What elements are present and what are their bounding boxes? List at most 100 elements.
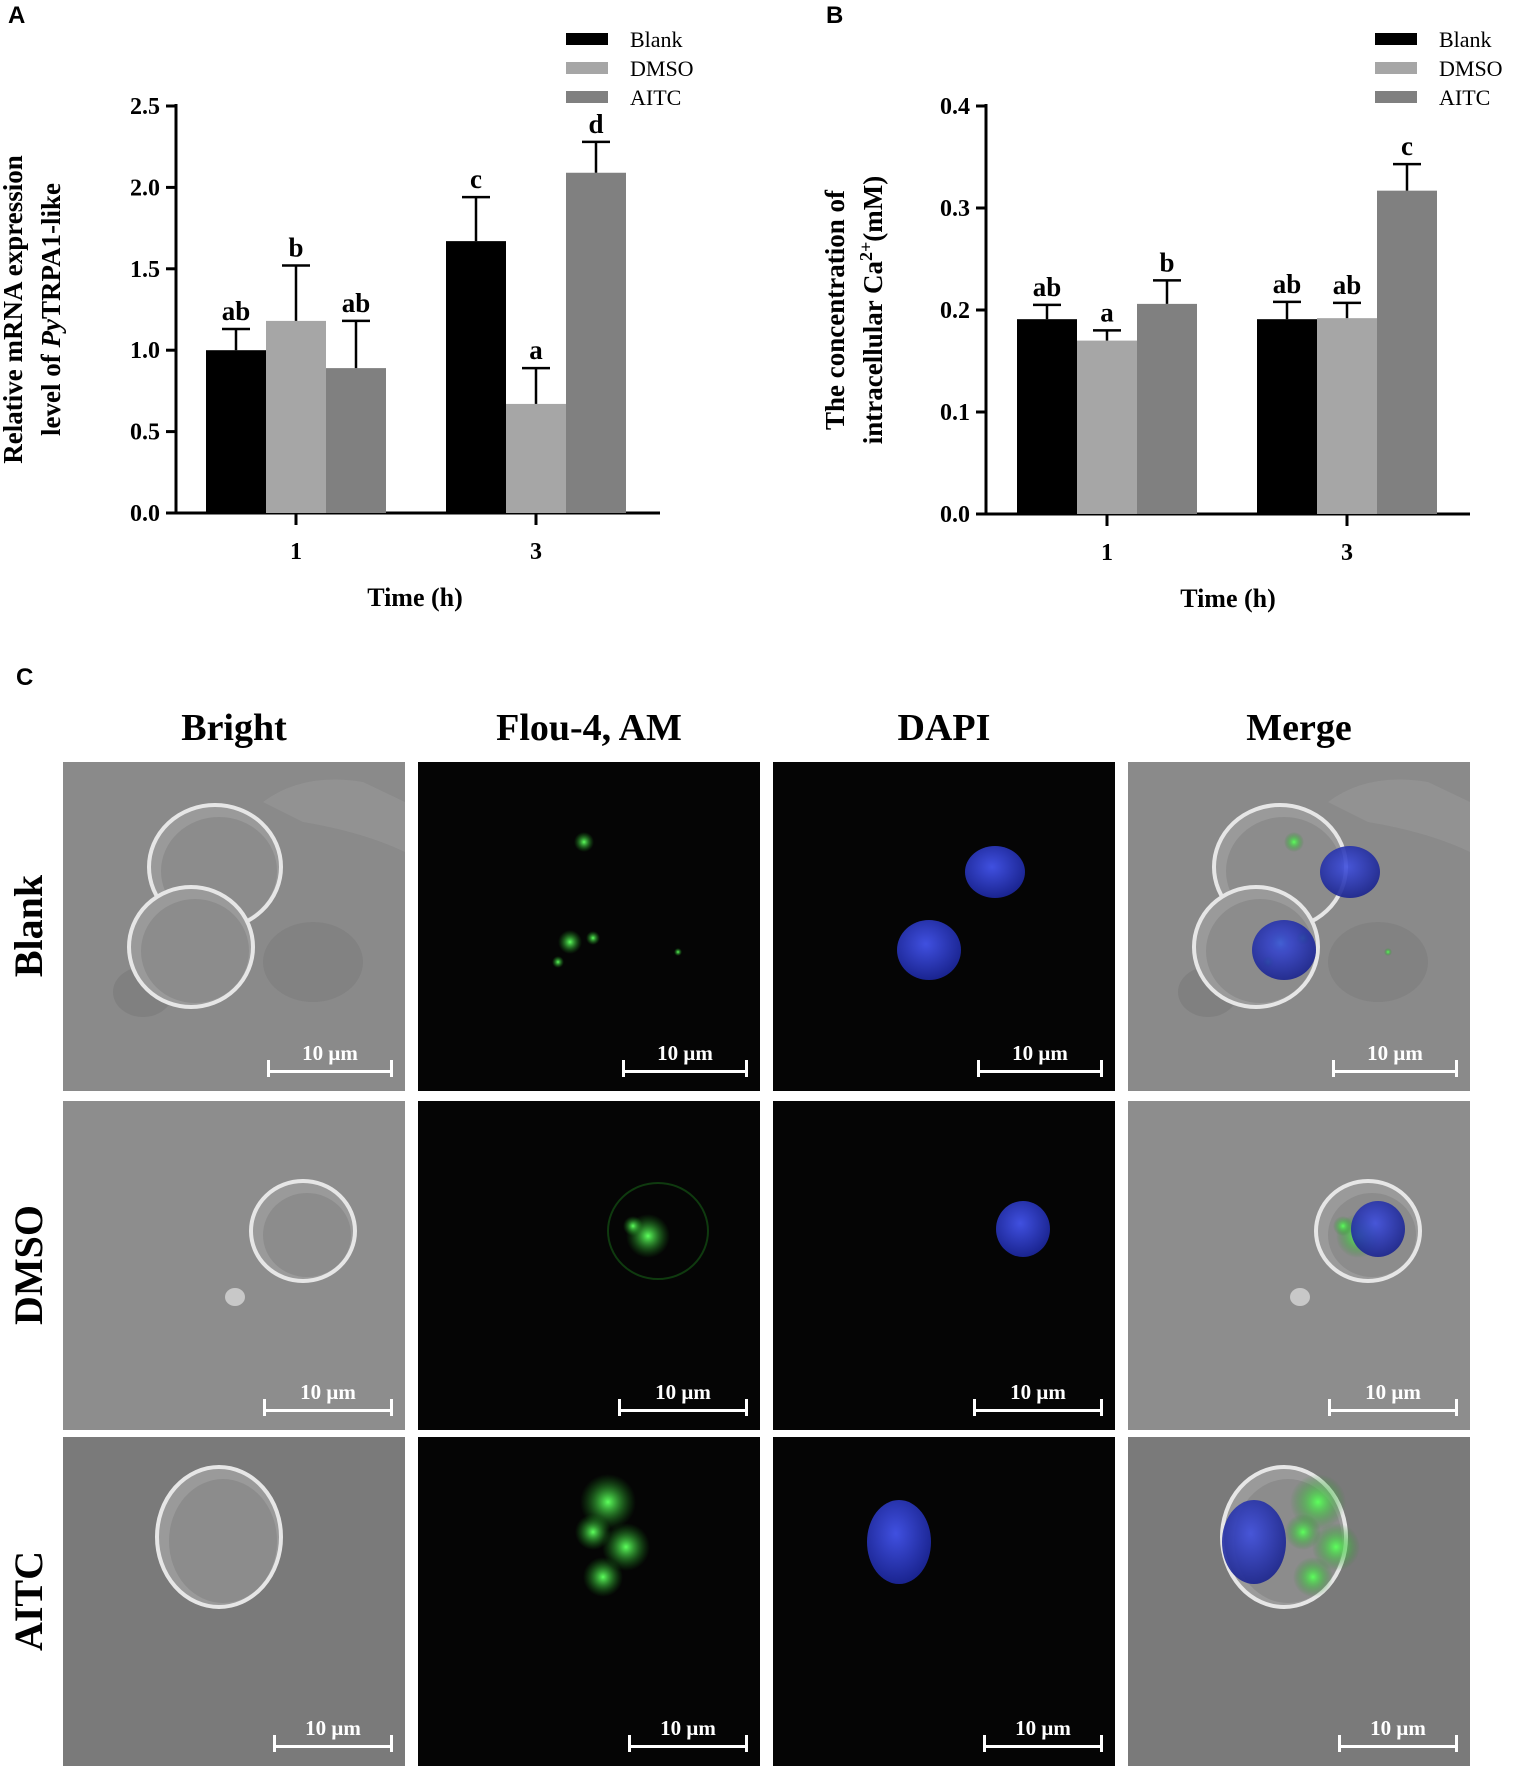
scale-bar-label: 10 μm [1010,1380,1066,1404]
scale-bar: 10 μm [263,1380,393,1416]
chart-a-legend-swatch-blank [566,33,608,45]
row-label-blank: Blank [6,874,51,978]
chart-b-bar-aitc-3 [1377,190,1437,514]
panel-letter-b: B [826,2,844,29]
chart-a-significance-letter: d [588,109,603,139]
chart-a-x-tick-label: 1 [290,539,302,565]
chart-b-y-axis-label-line2: intracellular Ca2+(mM) [856,176,888,444]
micrograph-blank-bright: 10 μm [63,762,405,1091]
chart-a-legend-label-dmso: DMSO [630,56,694,81]
chart-a-bar-dmso-1 [266,320,326,513]
chart-b-x-tick-label: 1 [1101,540,1113,566]
chart-a-bar-aitc-3 [566,172,626,514]
chart-a-bar-blank-3 [446,241,506,513]
chart-a-x-tick-label: 3 [530,539,542,565]
chart-a-x-axis-label: Time (h) [367,583,463,612]
chart-b-bar-aitc-1 [1137,303,1197,514]
scale-bar-label: 10 μm [657,1041,713,1065]
scale-bar: 10 μm [273,1716,393,1752]
micrograph-aitc-bright: 10 μm [63,1437,405,1766]
scale-bar: 10 μm [973,1380,1103,1416]
scale-bar-label: 10 μm [660,1716,716,1740]
micrograph-blank-dapi: 10 μm [773,762,1115,1091]
scale-bar-label: 10 μm [305,1716,361,1740]
chart-b-significance-letter: ab [1033,272,1062,302]
chart-a-significance-letter: c [470,164,482,194]
micrograph-dmso-bright: 10 μm [63,1101,405,1430]
chart-b-significance-letter: b [1159,247,1174,277]
chart-a-legend-swatch-aitc [566,91,608,103]
scale-bar-label: 10 μm [1012,1041,1068,1065]
chart-b-legend-label-aitc: AITC [1439,85,1490,110]
chart-a-significance-letter: b [288,233,303,263]
scale-bar-label: 10 μm [300,1380,356,1404]
chart-b-bar-blank-1 [1017,319,1077,514]
chart-b-y-axis-label-line1: The concentration of [820,189,850,430]
chart-b-bar-blank-3 [1257,319,1317,514]
column-header-dapi: DAPI [897,707,991,749]
scale-bar: 10 μm [1328,1380,1458,1416]
chart-b-y-tick-label: 0.3 [940,196,970,222]
chart-b-y-tick-label: 0.4 [940,94,970,120]
panel-letter-a: A [8,2,26,29]
scale-bar: 10 μm [1332,1041,1458,1077]
chart-a-significance-letter: ab [342,288,371,318]
scale-bar: 10 μm [267,1041,393,1077]
chart-a-y-tick-label: 1.5 [130,257,160,283]
chart-b-bar-dmso-1 [1077,340,1137,514]
scale-bar: 10 μm [977,1041,1103,1077]
chart-a-bar-aitc-1 [326,368,386,513]
scale-bar-label: 10 μm [302,1041,358,1065]
chart-a-y-tick-label: 1.0 [130,338,160,364]
scale-bar-label: 10 μm [655,1380,711,1404]
scale-bar: 10 μm [1338,1716,1458,1752]
panel-letter-c: C [16,664,34,691]
chart-a-y-tick-label: 0.5 [130,420,160,446]
chart-b-significance-letter: c [1401,131,1413,161]
column-header-bright: Bright [181,707,287,749]
column-header-merge: Merge [1246,707,1352,749]
scale-bar: 10 μm [628,1716,748,1752]
micrograph-dmso-flou-4-am: 10 μm [418,1101,760,1430]
chart-a-legend-label-aitc: AITC [630,85,681,110]
chart-a-y-tick-label: 2.0 [130,175,160,201]
chart-b-legend-label-blank: Blank [1439,27,1492,52]
chart-b-x-axis-label: Time (h) [1180,584,1276,613]
chart-a-significance-letter: a [529,335,543,365]
scale-bar-label: 10 μm [1367,1041,1423,1065]
chart-b-x-tick-label: 3 [1341,540,1353,566]
chart-b-legend-swatch-dmso [1375,62,1417,74]
chart-a-significance-letter: ab [222,296,251,326]
chart-b-significance-letter: ab [1333,270,1362,300]
chart-b-legend-swatch-aitc [1375,91,1417,103]
chart-b-bar-dmso-3 [1317,318,1377,514]
row-label-aitc: AITC [6,1550,51,1652]
column-header-flou-4-am: Flou-4, AM [496,707,682,749]
micrograph-blank-merge: 10 μm [1128,762,1470,1091]
chart-a-relative-mrna-expression: Blank DMSO AITC 0.0 0.5 1.0 1.5 2.0 2.5 1 ab b ab 3 c a… [0,27,694,612]
chart-a-bar-blank-1 [206,350,266,513]
micrograph-aitc-dapi: 10 μm [773,1437,1115,1766]
chart-b-legend-swatch-blank [1375,33,1417,45]
scale-bar-label: 10 μm [1015,1716,1071,1740]
chart-a-y-tick-label: 2.5 [130,94,160,120]
chart-a-y-axis-label-line1: Relative mRNA expression [0,155,28,463]
chart-a-y-tick-label: 0.0 [130,501,160,527]
chart-b-y-tick-label: 0.2 [940,298,970,324]
micrograph-blank-flou-4-am: 10 μm [418,762,760,1091]
chart-b-y-tick-label: 0.0 [940,502,970,528]
scale-bar-label: 10 μm [1370,1716,1426,1740]
scale-bar-label: 10 μm [1365,1380,1421,1404]
micrograph-dmso-merge: 10 μm [1128,1101,1470,1430]
chart-b-legend-label-dmso: DMSO [1439,56,1503,81]
chart-b-significance-letter: a [1100,297,1114,327]
chart-b-significance-letter: ab [1273,269,1302,299]
micrograph-aitc-merge: 10 μm [1128,1437,1470,1766]
row-label-dmso: DMSO [6,1205,51,1325]
scale-bar: 10 μm [622,1041,748,1077]
chart-b-y-tick-label: 0.1 [940,400,970,426]
chart-a-legend-label-blank: Blank [630,27,683,52]
chart-a-bar-dmso-3 [506,403,566,513]
scale-bar: 10 μm [618,1380,748,1416]
